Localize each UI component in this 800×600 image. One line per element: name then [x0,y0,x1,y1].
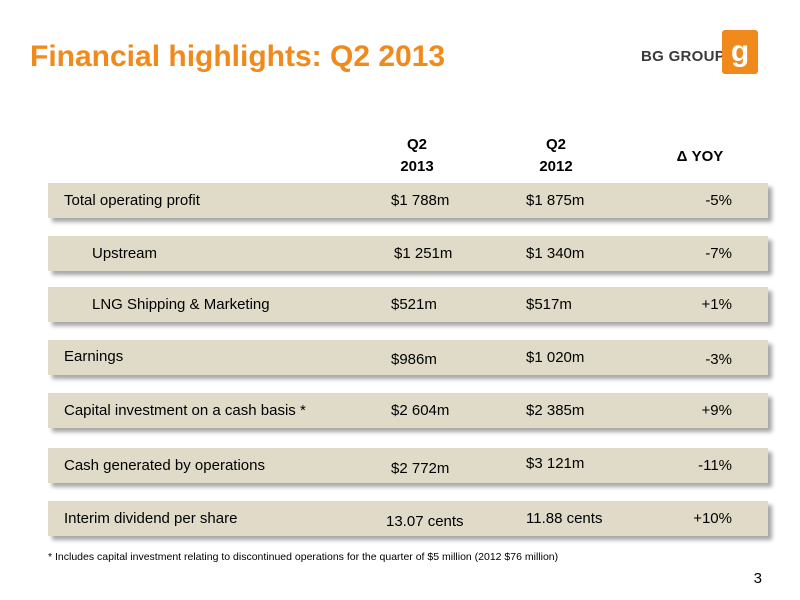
row-value-2013: $986m [391,351,437,368]
table-row: Interim dividend per share 13.07 cents 1… [48,501,768,536]
row-label: Capital investment on a cash basis * [64,402,306,419]
table-row: LNG Shipping & Marketing $521m $517m +1% [48,287,768,322]
table-row: Cash generated by operations $2 772m $3 … [48,448,768,483]
column-header-q2-2012: Q2 2012 [524,134,588,178]
row-value-2012: $1 340m [526,245,585,262]
row-label: Total operating profit [64,192,200,209]
bg-group-logo-icon: g [722,30,758,74]
row-label: Earnings [64,348,124,365]
row-label: LNG Shipping & Marketing [92,296,270,313]
row-label: Interim dividend per share [64,510,238,527]
table-row: Upstream $1 251m $1 340m -7% [48,236,768,271]
row-value-yoy: +9% [701,402,732,419]
row-value-yoy: -7% [705,245,732,262]
row-value-yoy: +1% [701,296,732,313]
footnote: * Includes capital investment relating t… [48,551,559,563]
row-value-2012: 11.88 cents [526,510,603,527]
row-label: Cash generated by operations [64,457,265,474]
row-value-2012: $2 385m [526,402,585,419]
row-value-yoy: -3% [705,351,732,368]
column-header-q2-2012-line2: 2012 [539,158,573,175]
column-header-q2-2013: Q2 2013 [385,134,449,178]
logo-text: BG GROUP [641,48,726,65]
column-header-q2-2013-line2: 2013 [400,158,434,175]
row-value-2013: $1 251m [394,245,453,262]
row-value-2012: $517m [526,296,572,313]
column-header-yoy: Δ YOY [676,148,724,165]
row-value-2013: $2 772m [391,460,450,477]
row-value-2012: $1 020m [526,349,585,366]
row-value-2013: 13.07 cents [386,513,464,530]
row-value-2013: $1 788m [391,192,450,209]
slide-title: Financial highlights: Q2 2013 [30,40,446,73]
row-label: Upstream [92,245,158,262]
column-header-q2-2013-line1: Q2 [406,136,427,153]
column-header-q2-2012-line1: Q2 [545,136,566,153]
svg-text:g: g [731,35,749,68]
row-value-2012: $1 875m [526,192,585,209]
page-number: 3 [753,570,762,587]
row-value-2012: $3 121m [526,455,585,472]
row-value-yoy: +10% [693,510,732,527]
row-value-2013: $2 604m [391,402,450,419]
row-value-yoy: -11% [698,457,732,474]
row-value-2013: $521m [391,296,437,313]
table-row: Capital investment on a cash basis * $2 … [48,393,768,428]
row-value-yoy: -5% [705,192,732,209]
table-row: Earnings $986m $1 020m -3% [48,340,768,375]
table-row: Total operating profit $1 788m $1 875m -… [48,183,768,218]
